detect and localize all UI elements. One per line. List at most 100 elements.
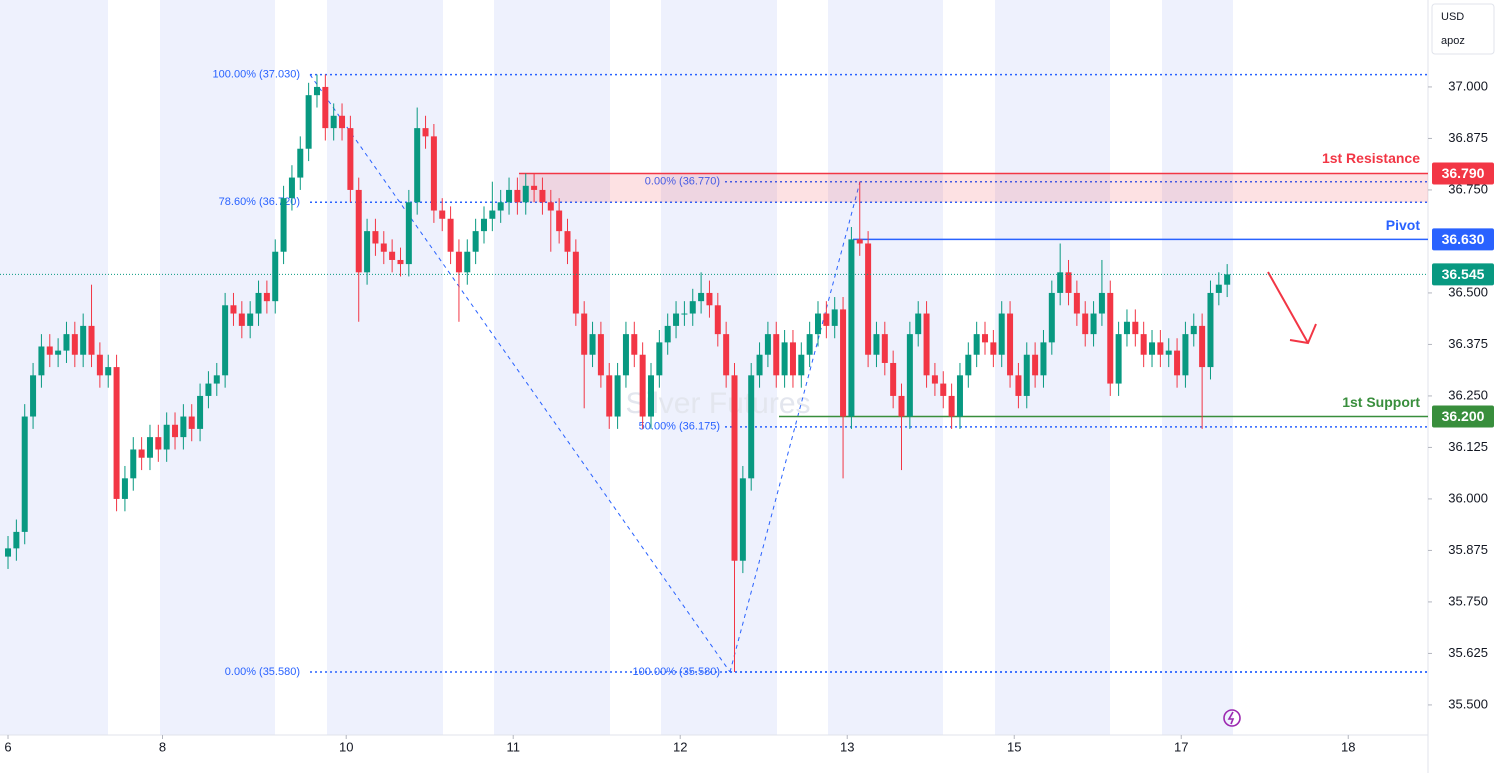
candle-body	[815, 313, 822, 335]
candle-body	[723, 334, 730, 376]
candle-body	[856, 239, 863, 244]
candle-body	[1215, 284, 1222, 293]
candle-body	[589, 334, 596, 355]
candle-body	[197, 395, 204, 429]
candle-body	[380, 243, 387, 252]
candle-body	[965, 354, 972, 376]
candle-body	[714, 305, 721, 335]
candle-body	[213, 375, 220, 384]
y-tick-label: 36.000	[1448, 490, 1488, 505]
x-tick-label: 18	[1341, 739, 1355, 754]
candle-body	[789, 342, 796, 376]
candle-body	[163, 424, 170, 450]
candle-body	[1132, 321, 1139, 335]
candle-body	[1157, 342, 1164, 355]
candle-body	[689, 301, 696, 314]
candle-body	[656, 342, 663, 376]
candle-body	[547, 202, 554, 211]
candle-body	[923, 313, 930, 376]
resistance-zone	[519, 173, 1428, 203]
y-tick-label: 36.375	[1448, 336, 1488, 351]
candle-body	[439, 210, 446, 219]
fib-label: 0.00% (36.770)	[645, 176, 720, 188]
candle-body	[280, 198, 287, 252]
candle-body	[865, 243, 872, 355]
candle-body	[1040, 342, 1047, 376]
candle-body	[489, 210, 496, 219]
x-tick-label: 15	[1007, 739, 1021, 754]
candle-body	[422, 128, 429, 137]
x-tick-label: 8	[159, 739, 166, 754]
candle-body	[414, 128, 421, 203]
candle-body	[472, 231, 479, 252]
fib-label: 0.00% (35.580)	[225, 666, 300, 678]
fib-label: 50.00% (36.175)	[639, 421, 720, 433]
candle-body	[480, 218, 487, 232]
candle-body	[915, 313, 922, 335]
session-band	[995, 0, 1110, 735]
candle-body	[372, 231, 379, 244]
account: apoz	[1441, 35, 1465, 47]
candle-body	[180, 416, 187, 438]
candle-body	[238, 313, 245, 326]
candle-body	[113, 367, 120, 499]
y-tick-label: 36.875	[1448, 130, 1488, 145]
candle-body	[130, 449, 137, 479]
candle-body	[13, 531, 20, 549]
candle-body	[1107, 292, 1114, 384]
candle-body	[539, 189, 546, 203]
candle-body	[973, 334, 980, 355]
candle-body	[55, 350, 62, 355]
replay-icon[interactable]	[1223, 709, 1241, 727]
candle-body	[706, 292, 713, 306]
candle-body	[748, 375, 755, 479]
candle-body	[405, 202, 412, 265]
currency-box[interactable]	[1431, 3, 1495, 55]
candle-body	[330, 115, 337, 129]
candle-body	[873, 334, 880, 355]
y-tick-label: 35.625	[1448, 645, 1488, 660]
fib-label: 78.60% (36.720)	[219, 196, 300, 208]
candle-body	[773, 334, 780, 376]
candle-body	[1073, 292, 1080, 314]
watermark: Silver Futures	[625, 387, 810, 420]
level-name: 1st Support	[1342, 394, 1420, 410]
candle-body	[1123, 321, 1130, 335]
candle-body	[355, 189, 362, 273]
x-tick-label: 13	[840, 739, 854, 754]
candle-body	[647, 375, 654, 417]
candle-body	[831, 309, 838, 326]
candle-body	[514, 189, 521, 203]
candle-body	[1182, 334, 1189, 376]
candle-body	[305, 95, 312, 149]
session-bands	[0, 0, 1233, 735]
candle-body	[205, 383, 212, 396]
session-band	[0, 0, 108, 735]
x-tick-label: 17	[1174, 739, 1188, 754]
candle-body	[497, 202, 504, 211]
candle-body	[531, 185, 538, 190]
candle-body	[1007, 313, 1014, 376]
candle-body	[698, 292, 705, 302]
candle-body	[890, 362, 897, 396]
x-tick-label: 11	[506, 739, 520, 754]
candle-body	[313, 86, 320, 96]
candle-body	[881, 334, 888, 363]
candle-body	[80, 325, 87, 355]
candle-body	[96, 354, 103, 376]
y-tick-label: 36.125	[1448, 439, 1488, 454]
candle-body	[1190, 325, 1197, 335]
candle-body	[998, 313, 1005, 355]
price-label-box	[1432, 162, 1494, 185]
candle-body	[464, 251, 471, 273]
price-label-box	[1432, 228, 1494, 251]
candle-body	[146, 437, 153, 458]
candle-body	[247, 313, 254, 326]
candle-body	[581, 313, 588, 355]
candle-body	[272, 251, 279, 302]
candle-body	[455, 251, 462, 273]
session-band	[1162, 0, 1233, 735]
candle-body	[506, 189, 513, 203]
candle-body	[1082, 313, 1089, 335]
y-tick-label: 35.875	[1448, 542, 1488, 557]
